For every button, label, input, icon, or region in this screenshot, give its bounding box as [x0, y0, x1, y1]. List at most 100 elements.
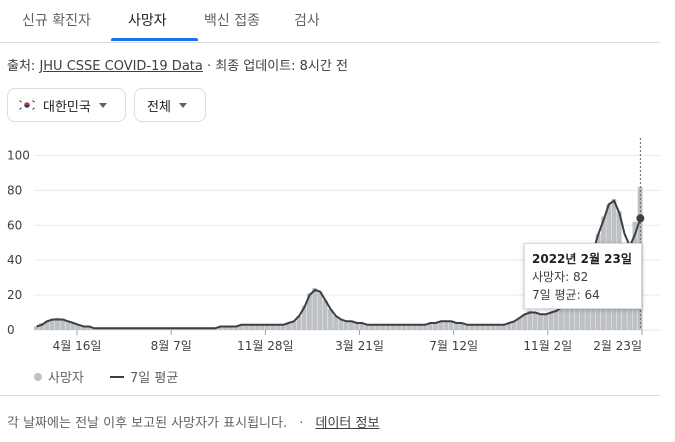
tab-new-cases[interactable]: 신규 확진자: [22, 13, 91, 29]
death-bar: [438, 321, 444, 330]
death-bar: [564, 302, 570, 330]
death-bar: [543, 314, 549, 330]
seven-day-average-line: [36, 199, 642, 330]
death-bar: [496, 324, 501, 330]
death-bar: [81, 326, 87, 330]
legend-deaths[interactable]: 사망자: [34, 367, 84, 386]
death-bar: [364, 324, 370, 330]
death-bar: [385, 324, 391, 330]
death-bar: [286, 323, 291, 330]
x-tick-label: 2월 23일: [593, 339, 642, 353]
x-tick-label: 4월 16일: [53, 339, 102, 353]
tooltip-deaths: 사망자: 82: [532, 270, 589, 284]
tooltip-date: 2022년 2월 23일: [532, 252, 632, 266]
death-bar: [469, 324, 475, 330]
death-bar: [370, 324, 375, 330]
death-bar: [527, 310, 533, 330]
source-prefix: 출처:: [7, 59, 40, 74]
death-bar: [433, 323, 438, 330]
death-bar: [65, 321, 71, 330]
death-bar: [417, 324, 423, 330]
y-tick-label: 0: [7, 323, 15, 337]
death-bar: [228, 326, 234, 330]
death-bar: [501, 324, 507, 330]
death-bar: [322, 300, 328, 330]
death-bar: [380, 324, 386, 330]
death-bar: [391, 324, 396, 330]
death-bar: [396, 324, 402, 330]
chevron-down-icon: [178, 102, 187, 108]
last-updated: · 최종 업데이트: 8시간 전: [202, 59, 348, 74]
tab-bar: 신규 확진자 사망자 백신 접종 검사: [0, 0, 660, 43]
death-bar: [233, 326, 239, 330]
region-dropdown[interactable]: 대한민국: [7, 88, 126, 122]
y-tick-label: 100: [7, 148, 30, 162]
tab-tests[interactable]: 검사: [294, 13, 320, 29]
x-tick-label: 8월 7일: [151, 339, 192, 353]
death-bar: [244, 324, 249, 330]
range-dropdown[interactable]: 전체: [134, 88, 206, 122]
footer-text: 각 날짜에는 전날 이후 보고된 사망자가 표시됩니다.: [7, 416, 288, 431]
death-bar: [343, 321, 349, 330]
death-bar: [296, 316, 302, 330]
death-bar: [517, 317, 522, 330]
death-bar: [559, 307, 564, 330]
death-bar: [254, 324, 260, 330]
death-bar: [249, 324, 255, 330]
death-bar: [238, 324, 244, 330]
region-dropdown-label: 대한민국: [43, 99, 91, 115]
tab-vaccination[interactable]: 백신 접종: [204, 13, 260, 29]
tab-deaths[interactable]: 사망자: [128, 13, 167, 29]
death-bar: [338, 319, 344, 330]
line-legend-swatch-icon: [110, 375, 124, 378]
death-bar: [55, 317, 60, 330]
death-bar: [301, 305, 307, 330]
death-bar: [223, 326, 228, 330]
y-tick-label: 80: [7, 183, 22, 197]
death-bar: [475, 324, 480, 330]
death-bar: [349, 321, 354, 330]
source-link[interactable]: JHU CSSE COVID-19 Data: [39, 59, 203, 74]
death-bar: [506, 323, 512, 330]
death-bar: [454, 323, 459, 330]
footer-note: 각 날짜에는 전날 이후 보고된 사망자가 표시됩니다. · 데이터 정보: [7, 412, 379, 431]
data-info-link[interactable]: 데이터 정보: [315, 416, 380, 431]
death-bar: [480, 324, 486, 330]
x-tick-label: 7월 12일: [429, 339, 478, 353]
death-bar: [459, 323, 465, 330]
x-axis-labels: 4월 16일 8월 7일 11월 28일 3월 21일 7월 12일 11월 2일 2월 2…: [53, 330, 643, 353]
death-bar: [270, 324, 276, 330]
bar-legend-dot-icon: [34, 372, 42, 381]
death-bar: [412, 324, 417, 330]
death-bar: [49, 319, 55, 330]
death-bar: [511, 321, 517, 330]
x-tick-label: 11월 2일: [523, 339, 572, 353]
tooltip-average: 7일 평균: 64: [532, 288, 600, 302]
death-bar: [548, 312, 554, 330]
death-bar: [86, 326, 92, 330]
death-bar: [217, 326, 223, 330]
death-bar: [375, 324, 381, 330]
death-bar: [76, 324, 81, 330]
source-line: 출처: JHU CSSE COVID-19 Data · 최종 업데이트: 8시…: [7, 55, 348, 74]
death-bar: [328, 309, 333, 330]
active-tab-indicator: [111, 38, 198, 41]
death-bar: [60, 319, 66, 330]
legend-seven-day-average[interactable]: 7일 평균: [110, 367, 178, 386]
y-axis-labels: 0 20 40 60 80 100: [7, 148, 30, 337]
y-tick-label: 20: [7, 288, 22, 302]
y-tick-label: 40: [7, 253, 22, 267]
death-bar: [291, 321, 297, 330]
death-bar: [443, 321, 449, 330]
death-bar: [553, 310, 559, 330]
footer-separator: ·: [299, 416, 304, 431]
death-bar: [522, 314, 528, 330]
death-bar: [427, 323, 433, 330]
death-bar: [312, 288, 318, 330]
x-tick-label: 3월 21일: [335, 339, 384, 353]
death-bar: [490, 324, 496, 330]
death-bar: [532, 312, 538, 330]
death-bar: [307, 293, 312, 330]
death-bar: [569, 295, 575, 330]
chevron-down-icon: [98, 102, 107, 108]
